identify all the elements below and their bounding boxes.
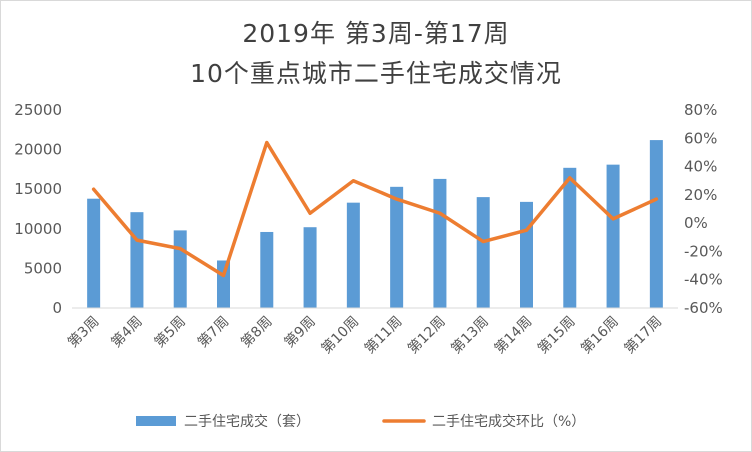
x-tick-label: 第3周: [64, 313, 102, 351]
line-point: [308, 211, 312, 215]
line-point: [135, 238, 139, 242]
line-point: [654, 197, 658, 201]
x-tick-label: 第9周: [281, 313, 319, 351]
line-point: [395, 197, 399, 201]
line-series-path: [91, 140, 659, 278]
bar: [260, 231, 274, 308]
right-tick-label: -20%: [684, 242, 723, 260]
legend-line-label: 二手住宅成交环比（%）: [432, 413, 585, 430]
x-tick-label: 第5周: [151, 313, 189, 351]
bar: [476, 197, 490, 308]
bar: [87, 198, 101, 308]
bar: [346, 202, 360, 308]
bar: [606, 164, 620, 308]
right-tick-label: -60%: [684, 299, 723, 317]
line-point: [568, 176, 572, 180]
x-tick-label: 第13周: [448, 313, 492, 357]
line-point: [611, 217, 615, 221]
x-tick-label: 第10周: [318, 313, 362, 357]
bar: [390, 186, 404, 308]
line-point: [481, 240, 485, 244]
left-tick-label: 0: [52, 299, 62, 317]
left-tick-label: 25000: [14, 101, 62, 119]
bar: [433, 178, 447, 308]
right-tick-label: 40%: [684, 158, 717, 176]
line-point: [178, 247, 182, 251]
legend: 二手住宅成交（套） 二手住宅成交环比（%）: [136, 413, 585, 430]
x-tick-label: 第14周: [491, 313, 535, 357]
line-series: [91, 140, 659, 278]
left-tick-label: 5000: [24, 259, 62, 277]
left-tick-label: 10000: [14, 220, 62, 238]
bar: [217, 260, 230, 308]
x-tick-label: 第15周: [534, 313, 578, 357]
chart-title-line2: 10个重点城市二手住宅成交情况: [190, 59, 562, 88]
line-point: [92, 187, 96, 191]
x-tick-label: 第16周: [577, 313, 621, 357]
right-tick-label: 0%: [684, 214, 708, 232]
line-point: [351, 179, 355, 183]
x-tick-label: 第17周: [621, 313, 665, 357]
x-tick-label: 第8周: [237, 313, 275, 351]
line-point: [525, 228, 528, 232]
legend-bar-label: 二手住宅成交（套）: [184, 413, 310, 430]
right-tick-label: -40%: [684, 271, 723, 289]
bar: [520, 201, 533, 308]
x-axis: 第3周 第4周 第5周 第7周 第8周 第9周 第10周 第11周 第12周 第13周 第14周 第1…: [64, 307, 678, 357]
x-tick-label: 第7周: [194, 313, 232, 351]
right-tick-label: 80%: [684, 101, 717, 119]
x-tick-label: 第4周: [108, 313, 146, 351]
bar-series: [87, 140, 663, 308]
x-tick-label: 第12周: [404, 313, 448, 357]
right-axis: -60% -40% -20% 0% 20% 40% 60% 80%: [684, 101, 723, 317]
line-point: [438, 211, 442, 215]
line-point: [265, 141, 269, 145]
legend-bar-swatch: [136, 416, 176, 426]
left-tick-label: 20000: [14, 141, 62, 159]
bar: [303, 227, 317, 308]
bar: [649, 140, 663, 308]
line-point: [222, 273, 225, 277]
right-tick-label: 60%: [684, 129, 717, 147]
bar: [563, 167, 577, 308]
right-tick-label: 20%: [684, 186, 717, 204]
bar: [173, 230, 187, 308]
x-tick-label: 第11周: [361, 313, 405, 357]
left-axis: 0 5000 10000 15000 20000 25000: [14, 101, 62, 317]
chart-title-line1: 2019年 第3周-第17周: [242, 19, 510, 48]
bar: [130, 212, 144, 308]
left-tick-label: 15000: [14, 180, 62, 198]
